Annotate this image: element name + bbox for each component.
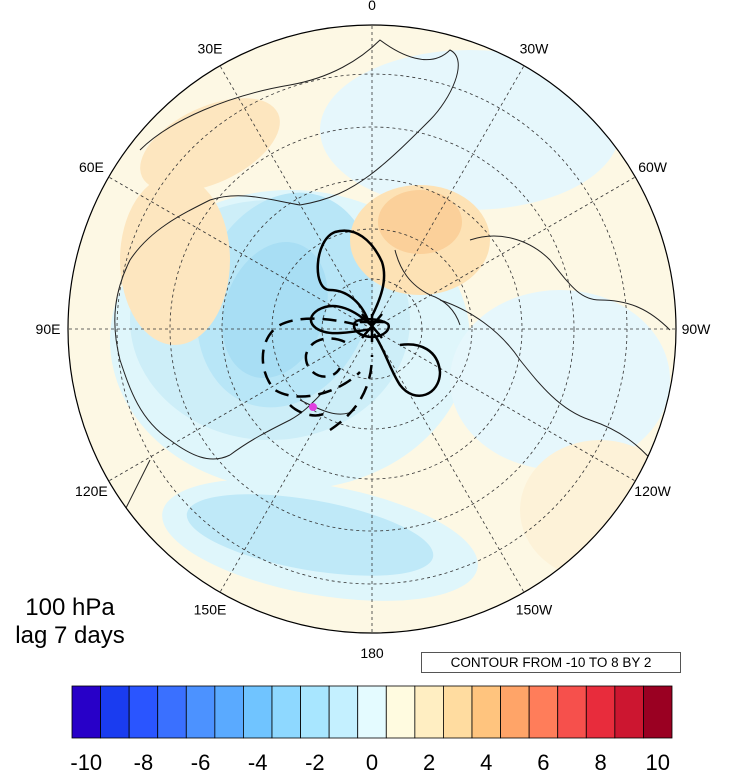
colorbar-swatch bbox=[214, 685, 244, 739]
colorbar-tick-label: -2 bbox=[305, 750, 325, 775]
meridian-line bbox=[371, 65, 525, 330]
meridian-line bbox=[219, 65, 373, 330]
meridian-line bbox=[219, 328, 373, 593]
longitude-label: 90W bbox=[682, 321, 712, 337]
meridian-line bbox=[371, 328, 525, 593]
colorbar-swatch bbox=[585, 685, 616, 739]
meridian-line bbox=[371, 328, 636, 482]
longitude-label: 90E bbox=[36, 321, 61, 337]
longitude-label: 30W bbox=[520, 40, 550, 56]
longitude-label: 30E bbox=[198, 40, 223, 56]
colorbar-swatch bbox=[643, 685, 673, 739]
meridian-line bbox=[371, 176, 636, 330]
colorbar-swatch bbox=[271, 685, 301, 739]
longitude-labels: 0 30W 60W 90W 120W 150W 180 150E 120E 90E 60E 30E bbox=[36, 0, 712, 661]
colorbar-swatch bbox=[157, 685, 187, 739]
colorbar-tick-label: -6 bbox=[191, 750, 211, 775]
colorbar: -10 -8 -6 -4 -2 0 2 4 6 8 10 bbox=[70, 685, 673, 775]
colorbar-swatch bbox=[328, 685, 359, 739]
colorbar-swatch bbox=[385, 685, 416, 739]
colorbar-swatch bbox=[557, 685, 587, 739]
colorbar-swatch bbox=[471, 685, 501, 739]
colorbar-tick-label: -4 bbox=[248, 750, 268, 775]
colorbar-swatch bbox=[443, 685, 473, 739]
longitude-label: 120E bbox=[75, 483, 108, 499]
colorbar-swatch bbox=[414, 685, 444, 739]
longitude-label: 150W bbox=[516, 602, 553, 618]
colorbar-swatch bbox=[528, 685, 559, 739]
colorbar-swatch bbox=[614, 685, 644, 739]
longitude-label: 60E bbox=[79, 159, 104, 175]
contour-info-box: CONTOUR FROM -10 TO 8 BY 2 bbox=[421, 652, 681, 673]
colorbar-tick-label: 0 bbox=[366, 750, 378, 775]
colorbar-tick-label: 6 bbox=[537, 750, 549, 775]
colorbar-swatch bbox=[71, 685, 101, 739]
map-boundary bbox=[67, 24, 677, 634]
colorbar-swatch bbox=[100, 685, 130, 739]
lag-label: lag 7 days bbox=[15, 622, 125, 649]
site-marker bbox=[309, 403, 317, 411]
colorbar-swatch bbox=[300, 685, 330, 739]
colorbar-swatch bbox=[243, 685, 273, 739]
colorbar-tick-label: -10 bbox=[70, 750, 102, 775]
longitude-label: 180 bbox=[360, 645, 384, 661]
longitude-label: 120W bbox=[634, 483, 671, 499]
colorbar-swatch bbox=[128, 685, 159, 739]
colorbar-tick-label: 4 bbox=[480, 750, 492, 775]
colorbar-tick-label: 10 bbox=[645, 750, 669, 775]
colorbar-swatch bbox=[357, 685, 387, 739]
colorbar-tick-label: 8 bbox=[594, 750, 606, 775]
colorbar-tick-label: 2 bbox=[423, 750, 435, 775]
longitude-label: 60W bbox=[638, 159, 668, 175]
longitude-label: 0 bbox=[368, 0, 376, 13]
pressure-level-label: 100 hPa bbox=[25, 594, 115, 621]
colorbar-tick-label: -8 bbox=[134, 750, 154, 775]
anomaly-field bbox=[68, 25, 676, 633]
meridian-line bbox=[108, 176, 373, 330]
meridian-line bbox=[108, 328, 373, 482]
longitude-label: 150E bbox=[194, 602, 227, 618]
colorbar-swatch bbox=[185, 685, 216, 739]
colorbar-swatch bbox=[500, 685, 530, 739]
